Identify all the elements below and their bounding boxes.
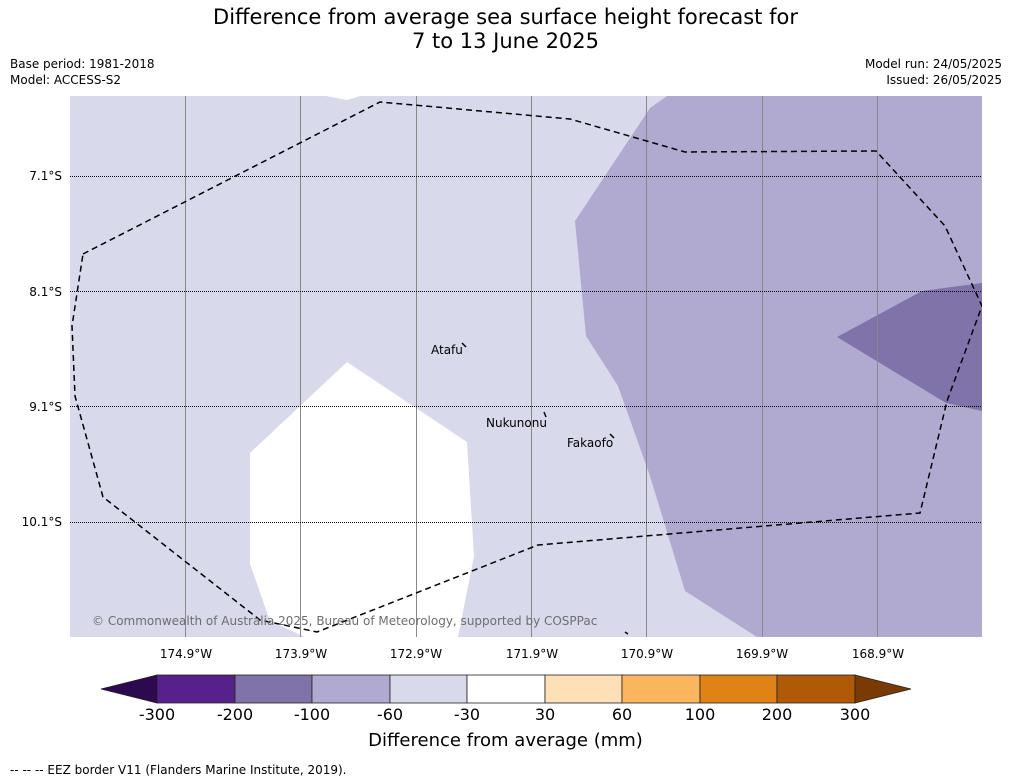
lat-label-7-1: 7.1°S — [29, 169, 62, 183]
band-minus30-plus30 — [250, 362, 474, 637]
white-notch-top — [326, 96, 360, 100]
model-run: Model run: 24/05/2025 — [864, 57, 1002, 71]
eez-legend-note: -- -- -- EEZ border V11 (Flanders Marine… — [10, 763, 347, 777]
colorbar-tick: -200 — [216, 705, 254, 724]
colorbar-segment — [234, 674, 313, 704]
colorbar-segment — [776, 674, 856, 704]
lat-label-8-1: 8.1°S — [29, 285, 62, 299]
colorbar-tick: 30 — [534, 705, 556, 724]
title-line-2: 7 to 13 June 2025 — [411, 29, 600, 53]
lon-label-172-9: 172.9°W — [389, 647, 443, 661]
eez-border — [71, 101, 982, 633]
map-title: Difference from average sea surface heig… — [0, 5, 1011, 53]
colorbar-segment — [699, 674, 778, 704]
colorbar-segment — [311, 674, 391, 704]
title-line-1: Difference from average sea surface heig… — [213, 5, 798, 29]
colorbar-tick: -30 — [453, 705, 481, 724]
colorbar-segment — [389, 674, 468, 704]
colorbar-extend-high — [854, 674, 912, 704]
lon-label-169-9: 169.9°W — [735, 647, 789, 661]
colorbar-segments — [100, 674, 912, 704]
colorbar-extend-low — [100, 674, 158, 704]
colorbar-tick: 60 — [611, 705, 633, 724]
colorbar — [100, 674, 912, 704]
colorbar-tick: -300 — [138, 705, 176, 724]
band-minus100-minus60 — [575, 96, 982, 637]
colorbar-segment — [621, 674, 701, 704]
place-fakaofo: Fakaofo — [567, 436, 614, 450]
issued-date: Issued: 26/05/2025 — [886, 73, 1002, 87]
colorbar-tick: -100 — [293, 705, 331, 724]
lon-label-168-9: 168.9°W — [851, 647, 905, 661]
colorbar-tick: -60 — [376, 705, 404, 724]
place-atafu: Atafu — [431, 343, 463, 357]
colorbar-tick: 100 — [684, 705, 716, 724]
lon-label-173-9: 173.9°W — [274, 647, 328, 661]
colorbar-segment — [156, 674, 236, 704]
lat-label-10-1: 10.1°S — [21, 515, 62, 529]
colorbar-title: Difference from average (mm) — [368, 730, 643, 751]
atafu-atoll — [461, 342, 467, 348]
fakaofo-atoll — [609, 433, 615, 439]
colorbar-tick: 200 — [761, 705, 793, 724]
meta-left: Base period: 1981-2018 Model: ACCESS-S2 — [10, 56, 155, 88]
meta-right: Model run: 24/05/2025 Issued: 26/05/2025 — [865, 56, 1002, 88]
colorbar-segment — [544, 674, 623, 704]
lat-label-9-1: 9.1°S — [29, 400, 62, 414]
colorbar-tick: 300 — [839, 705, 871, 724]
copyright-text: © Commonwealth of Australia 2025, Bureau… — [92, 614, 598, 628]
band-minus200-minus100 — [837, 283, 982, 411]
model-name: Model: ACCESS-S2 — [10, 73, 122, 87]
base-period: Base period: 1981-2018 — [10, 57, 155, 71]
nukunonu-atoll — [543, 411, 547, 418]
meridian-lines — [185, 96, 878, 637]
small-island-mark — [624, 631, 629, 635]
lon-label-174-9: 174.9°W — [159, 647, 213, 661]
lon-label-171-9: 171.9°W — [505, 647, 559, 661]
parallel-lines — [70, 176, 982, 523]
map-panel — [70, 96, 982, 637]
colorbar-segment — [466, 674, 546, 704]
place-nukunonu: Nukunonu — [486, 416, 547, 430]
lon-label-170-9: 170.9°W — [620, 647, 674, 661]
